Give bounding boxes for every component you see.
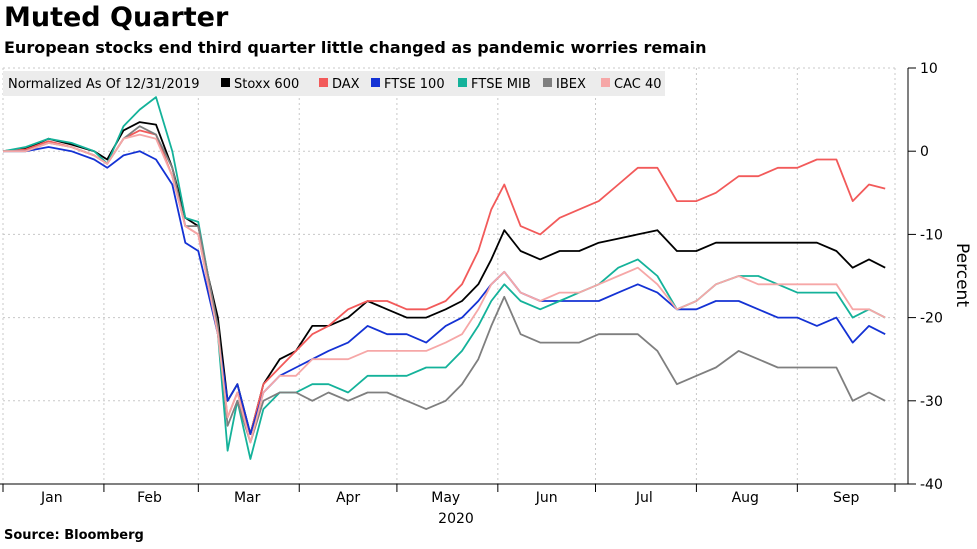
series-line-ibex <box>3 125 886 444</box>
legend-title: Normalized As Of 12/31/2019 <box>8 77 200 92</box>
series-line-stoxx-600 <box>2 121 886 435</box>
y-tick-label: -40 <box>920 477 943 493</box>
y-axis-label: Percent <box>952 243 972 307</box>
legend-swatch <box>371 78 380 87</box>
axis-layer: 10 0 -10 -20 -30 -40 Jan Feb Mar Apr May Jun Jul Aug S… <box>0 61 943 506</box>
y-tick-label: 0 <box>920 144 929 160</box>
y-tick-label: -30 <box>920 394 943 410</box>
x-tick-label: Mar <box>234 490 261 506</box>
legend: Normalized As Of 12/31/2019 Stoxx 600 DAX F… <box>3 71 665 96</box>
legend-swatch <box>543 78 552 87</box>
legend-label: Stoxx 600 <box>234 77 299 92</box>
chart-subtitle: European stocks end third quarter little… <box>4 38 707 57</box>
legend-label: IBEX <box>556 77 586 92</box>
y-tick-label: 10 <box>920 61 938 77</box>
x-tick-label: May <box>431 490 460 506</box>
legend-label: CAC 40 <box>614 77 662 92</box>
x-axis-label: 2020 <box>438 511 474 527</box>
legend-label: FTSE 100 <box>384 77 445 92</box>
legend-background <box>3 71 665 96</box>
grid-layer <box>2 67 896 485</box>
legend-swatch <box>458 78 467 87</box>
legend-swatch <box>601 78 610 87</box>
series-layer <box>2 96 886 460</box>
x-tick-label: Aug <box>732 490 759 506</box>
x-tick-label: Jan <box>40 490 63 506</box>
x-tick-label: Apr <box>336 490 360 506</box>
y-tick-label: -20 <box>920 311 943 327</box>
series-line-ftse-100 <box>3 146 886 435</box>
series-line-cac-40 <box>3 133 886 444</box>
legend-label: FTSE MIB <box>471 77 531 92</box>
x-tick-label: Sep <box>833 490 860 506</box>
x-tick-label: Jun <box>535 490 558 506</box>
legend-swatch <box>221 78 230 87</box>
x-tick-label: Jul <box>635 490 653 506</box>
legend-swatch <box>319 78 328 87</box>
y-tick-label: -10 <box>920 227 943 243</box>
source-note: Source: Bloomberg <box>4 528 144 543</box>
legend-label: DAX <box>332 77 360 92</box>
x-tick-label: Feb <box>137 490 162 506</box>
chart-title: Muted Quarter <box>4 2 229 33</box>
